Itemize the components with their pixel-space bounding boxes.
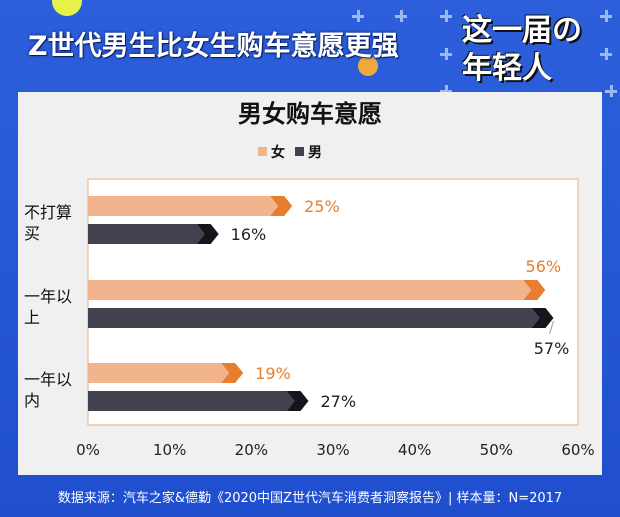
x-tick-label: 10% xyxy=(153,441,186,459)
plus-icon xyxy=(352,10,364,22)
source-note: 数据来源：汽车之家&德勤《2020中国Z世代汽车消费者洞察报告》| 样本量：N=… xyxy=(57,491,563,506)
bar-tip-female xyxy=(270,196,293,216)
bar-female xyxy=(88,196,279,216)
legend-label-male: 男 xyxy=(308,145,322,161)
label-leader xyxy=(549,320,554,335)
legend-label-female: 女 xyxy=(271,144,285,161)
category-label: 上 xyxy=(24,308,40,327)
category-label: 一年以 xyxy=(24,370,72,389)
bar-tip-female xyxy=(523,280,546,300)
bar-tip-female xyxy=(221,363,244,383)
bar-male xyxy=(88,308,540,328)
data-label: 27% xyxy=(321,392,357,411)
bar-tip-male xyxy=(531,308,554,328)
bar-tip-male xyxy=(286,391,309,411)
legend-swatch-male xyxy=(295,147,304,156)
plus-icon xyxy=(440,48,452,60)
legend-swatch-female xyxy=(258,147,267,156)
x-tick-label: 30% xyxy=(316,441,349,459)
logo: 这一届の 年轻人 xyxy=(462,12,582,88)
decor-circle xyxy=(52,0,82,16)
category-label: 一年以 xyxy=(24,287,72,306)
plus-icon xyxy=(600,48,612,60)
category-label: 内 xyxy=(24,391,40,410)
plus-icon xyxy=(600,10,612,22)
x-tick-label: 50% xyxy=(480,441,513,459)
plus-icon xyxy=(440,10,452,22)
bar-male xyxy=(88,391,295,411)
logo-line: 这一届の xyxy=(462,13,582,48)
chart-title: 男女购车意愿 xyxy=(238,100,382,128)
category-label: 不打算 xyxy=(24,203,72,222)
decor-circle xyxy=(358,56,378,76)
data-label: 56% xyxy=(526,257,562,276)
data-label: 57% xyxy=(534,339,570,358)
bar-male xyxy=(88,224,205,244)
x-tick-label: 0% xyxy=(76,441,100,459)
category-label: 买 xyxy=(24,224,40,243)
data-label: 19% xyxy=(255,364,291,383)
plus-icon xyxy=(395,10,407,22)
plus-icon xyxy=(605,85,617,97)
x-tick-label: 60% xyxy=(561,441,594,459)
x-tick-label: 40% xyxy=(398,441,431,459)
data-label: 16% xyxy=(231,225,267,244)
bar-tip-male xyxy=(196,224,219,244)
logo-line: 年轻人 xyxy=(462,51,552,86)
plot-frame xyxy=(87,178,579,426)
bar-female xyxy=(88,363,230,383)
data-label: 25% xyxy=(304,197,340,216)
page-title: Z世代男生比女生购车意愿更强 xyxy=(28,31,399,62)
bar-female xyxy=(88,280,532,300)
x-tick-label: 20% xyxy=(235,441,268,459)
